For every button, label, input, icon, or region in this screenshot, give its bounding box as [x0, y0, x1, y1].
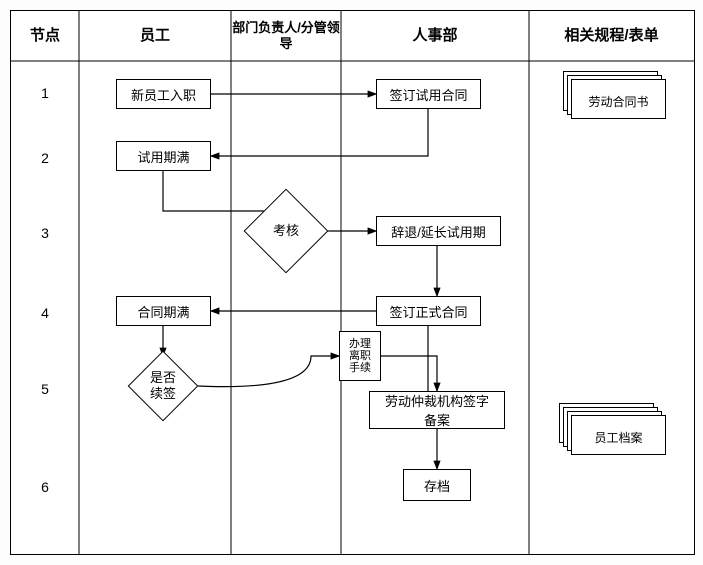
node-formal-contract: 签订正式合同: [376, 296, 481, 326]
node-trial-contract: 签订试用合同: [376, 79, 481, 109]
node-new-employee: 新员工入职: [116, 79, 211, 109]
node-renew-label: 是否 续签: [123, 346, 203, 426]
node-resign-procedure: 办理 离职 手续: [339, 331, 381, 381]
node-trial-end: 试用期满: [116, 141, 211, 171]
node-assess-label: 考核: [246, 191, 326, 271]
doc-archive-label: 员工档案: [571, 429, 666, 446]
doc-contract-label: 劳动合同书: [571, 93, 666, 110]
node-archive: 存档: [403, 469, 471, 501]
node-contract-end: 合同期满: [116, 296, 211, 326]
flowchart-container: 节点 员工 部门负责人/分管领导 人事部 相关规程/表单 1 2 3 4 5 6: [10, 10, 695, 555]
node-arbitration: 劳动仲裁机构签字 备案: [369, 391, 505, 429]
node-dismiss-extend: 辞退/延长试用期: [376, 216, 501, 246]
